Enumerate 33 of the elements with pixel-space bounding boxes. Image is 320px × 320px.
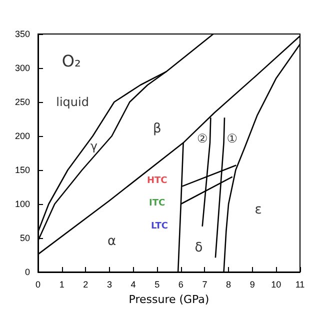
- x-tick-label: 7: [202, 280, 208, 290]
- annotation: LTC: [150, 221, 168, 232]
- annotation: HTC: [146, 176, 168, 186]
- y-tick-label: 250: [14, 97, 30, 107]
- x-tick-label: 5: [154, 280, 160, 290]
- x-tick-label: 8: [226, 280, 232, 290]
- y-tick-label: 150: [14, 165, 30, 175]
- y-tick-label: 350: [14, 29, 30, 39]
- x-tick-label: 10: [271, 280, 282, 290]
- annotation: ITC: [149, 198, 166, 208]
- x-tick-label: 11: [295, 280, 305, 290]
- y-tick-label: 0: [24, 267, 30, 277]
- x-tick-label: 0: [35, 280, 41, 290]
- y-tick-label: 200: [14, 131, 30, 141]
- x-tick-label: 2: [83, 280, 88, 290]
- y-tick-label: 300: [14, 63, 30, 73]
- annotation: β: [152, 122, 162, 137]
- annotation: ②: [196, 132, 208, 146]
- annotation: liquid: [56, 95, 89, 109]
- x-tick-label: 1: [59, 280, 64, 290]
- y-tick-label: 100: [14, 199, 30, 209]
- annotation: ε: [254, 202, 262, 218]
- x-tick-label: 9: [250, 280, 255, 290]
- annotation: α: [108, 234, 116, 249]
- x-tick-label: 6: [178, 280, 184, 290]
- annotation: O₂: [62, 52, 81, 71]
- annotation: δ: [194, 240, 203, 256]
- annotation: ①: [226, 132, 238, 146]
- x-axis-title: Pressure (GPa): [128, 292, 210, 306]
- x-tick-label: 4: [130, 280, 136, 290]
- annotation: γ: [90, 139, 98, 154]
- y-tick-label: 50: [20, 233, 30, 243]
- x-tick-label: 3: [106, 280, 112, 290]
